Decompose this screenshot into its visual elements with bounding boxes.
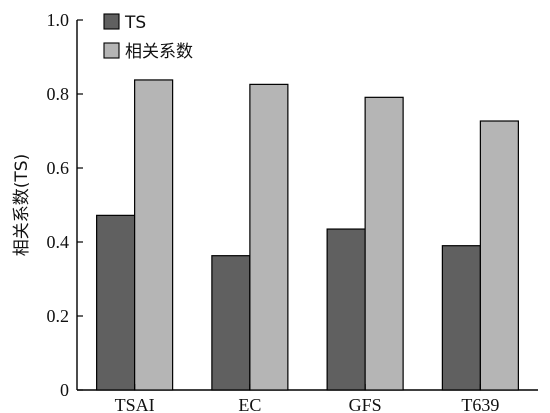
bar-corr-tsai [134,79,174,391]
legend-swatch-ts [103,13,120,30]
y-axis-label: 相关系数(TS) [12,154,32,256]
bar-ts-gfs [326,228,366,391]
bar-corr-gfs [364,96,404,391]
x-tick-label: EC [238,395,261,413]
x-tick-label: TSAI [115,395,155,413]
legend: TS 相关系数 [103,13,193,62]
bar-ts-ec [211,255,251,391]
y-tick-label: 0.8 [47,84,70,104]
y-tick-label: 0.6 [47,158,70,178]
plot-area: 0 0.2 0.4 0.6 0.8 1.0 TSAI EC GFS T639 [47,10,538,413]
legend-label-corr: 相关系数 [125,42,193,62]
legend-label-ts: TS [124,13,146,33]
bar-corr-t639 [479,120,519,391]
y-tick-label: 0.2 [47,306,70,326]
legend-swatch-corr [103,42,120,59]
y-tick-label: 0.4 [47,232,70,252]
y-tick-label: 1.0 [47,10,70,30]
x-tick-label: T639 [461,395,499,413]
bar-corr-ec [249,83,289,391]
bar-ts-tsai [96,214,136,391]
bar-ts-t639 [441,245,481,391]
y-tick-label: 0 [60,380,69,400]
x-tick-label: GFS [349,395,382,413]
